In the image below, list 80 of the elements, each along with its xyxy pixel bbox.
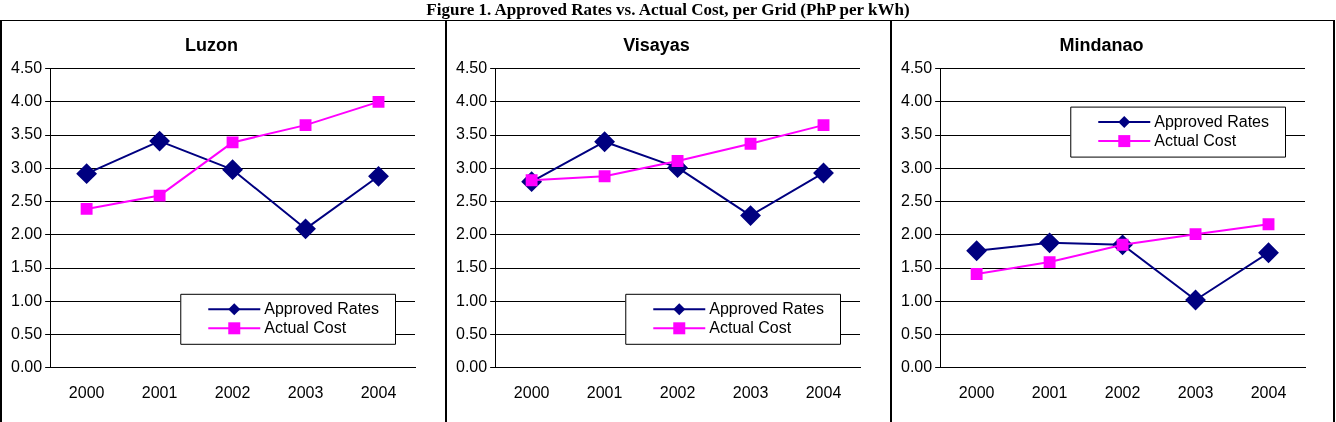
x-tick-label: 2002: [1104, 383, 1141, 401]
point: [76, 163, 97, 184]
point: [1043, 256, 1056, 269]
point: [1262, 218, 1275, 231]
x-tick-label: 2001: [1031, 383, 1068, 401]
legend-label: Approved Rates: [1154, 112, 1269, 130]
y-tick-label: 2.50: [901, 191, 933, 209]
point: [744, 137, 757, 150]
y-tick-label: 2.50: [456, 191, 488, 209]
caption: Figure 1. Approved Rates vs. Actual Cost, per Grid (PhP per kWh): [425, 0, 911, 20]
y-tick-label: 4.00: [901, 92, 933, 110]
point: [966, 240, 987, 261]
point: [149, 131, 170, 152]
y-tick-label: 3.00: [901, 158, 933, 176]
x-tick-label: 2003: [1177, 383, 1214, 401]
point: [671, 155, 684, 167]
legend-label: Actual Cost: [1154, 131, 1237, 149]
point: [740, 205, 761, 226]
y-tick-label: 1.50: [901, 258, 933, 276]
point: [970, 268, 983, 280]
x-tick-label: 2004: [805, 383, 842, 401]
x-tick-label: 2001: [141, 383, 178, 401]
y-tick-label: 1.00: [901, 291, 933, 309]
x-tick-label: 2001: [586, 383, 623, 401]
y-tick-label: 3.50: [456, 125, 488, 143]
y-tick-label: 1.50: [11, 258, 43, 276]
y-tick-label: 4.00: [11, 92, 43, 110]
y-tick-label: 0.00: [11, 358, 43, 376]
point: [80, 202, 93, 215]
y-tick-label: 0.50: [11, 324, 43, 342]
point: [368, 166, 389, 187]
x-tick-label: 2003: [287, 383, 324, 401]
x-tick-label: 2000: [513, 383, 550, 401]
legend-label: Actual Cost: [264, 318, 347, 336]
point: [222, 159, 243, 180]
x-tick-label: 2004: [360, 383, 397, 401]
y-tick-label: 3.50: [11, 125, 43, 143]
point: [1185, 289, 1206, 310]
y-tick-label: 0.50: [456, 324, 488, 342]
x-tick-label: 2002: [659, 383, 696, 401]
y-tick-label: 4.00: [456, 92, 488, 110]
x-tick-label: 2003: [732, 383, 769, 401]
y-tick-label: 3.00: [11, 158, 43, 176]
point: [226, 136, 239, 149]
point: [299, 119, 312, 132]
y-tick-label: 4.50: [901, 59, 933, 77]
y-tick-label: 2.50: [11, 191, 43, 209]
point: [372, 95, 385, 108]
point: [598, 170, 611, 183]
y-tick-label: 1.00: [11, 291, 43, 309]
chart-title: Mindanao: [1059, 34, 1144, 55]
y-tick-label: 3.00: [456, 158, 488, 176]
point: [1189, 228, 1202, 241]
x-tick-label: 2000: [68, 383, 105, 401]
point: [295, 218, 316, 239]
y-tick-label: 0.50: [901, 324, 933, 342]
chart-title: Luzon: [185, 34, 238, 55]
point: [1039, 232, 1060, 253]
point: [153, 189, 166, 202]
point: [813, 162, 834, 183]
legend-label: Approved Rates: [264, 299, 379, 317]
y-tick-label: 2.00: [456, 225, 488, 243]
y-tick-label: 2.00: [901, 225, 933, 243]
y-tick-label: 1.00: [456, 291, 488, 309]
x-tick-label: 2004: [1250, 383, 1287, 401]
legend-label: Approved Rates: [709, 299, 824, 317]
y-tick-label: 0.00: [901, 358, 933, 376]
point: [1258, 242, 1279, 263]
y-tick-label: 3.50: [901, 125, 933, 143]
point: [817, 119, 830, 132]
y-tick-label: 4.50: [11, 59, 43, 77]
x-tick-label: 2002: [214, 383, 251, 401]
y-tick-label: 4.50: [456, 59, 488, 77]
y-tick-label: 1.50: [456, 258, 488, 276]
x-tick-label: 2000: [958, 383, 995, 401]
y-tick-label: 2.00: [11, 225, 43, 243]
legend-label: Actual Cost: [709, 318, 792, 336]
point: [594, 131, 615, 152]
chart-title: Visayas: [623, 34, 690, 55]
y-tick-label: 0.00: [456, 358, 488, 376]
